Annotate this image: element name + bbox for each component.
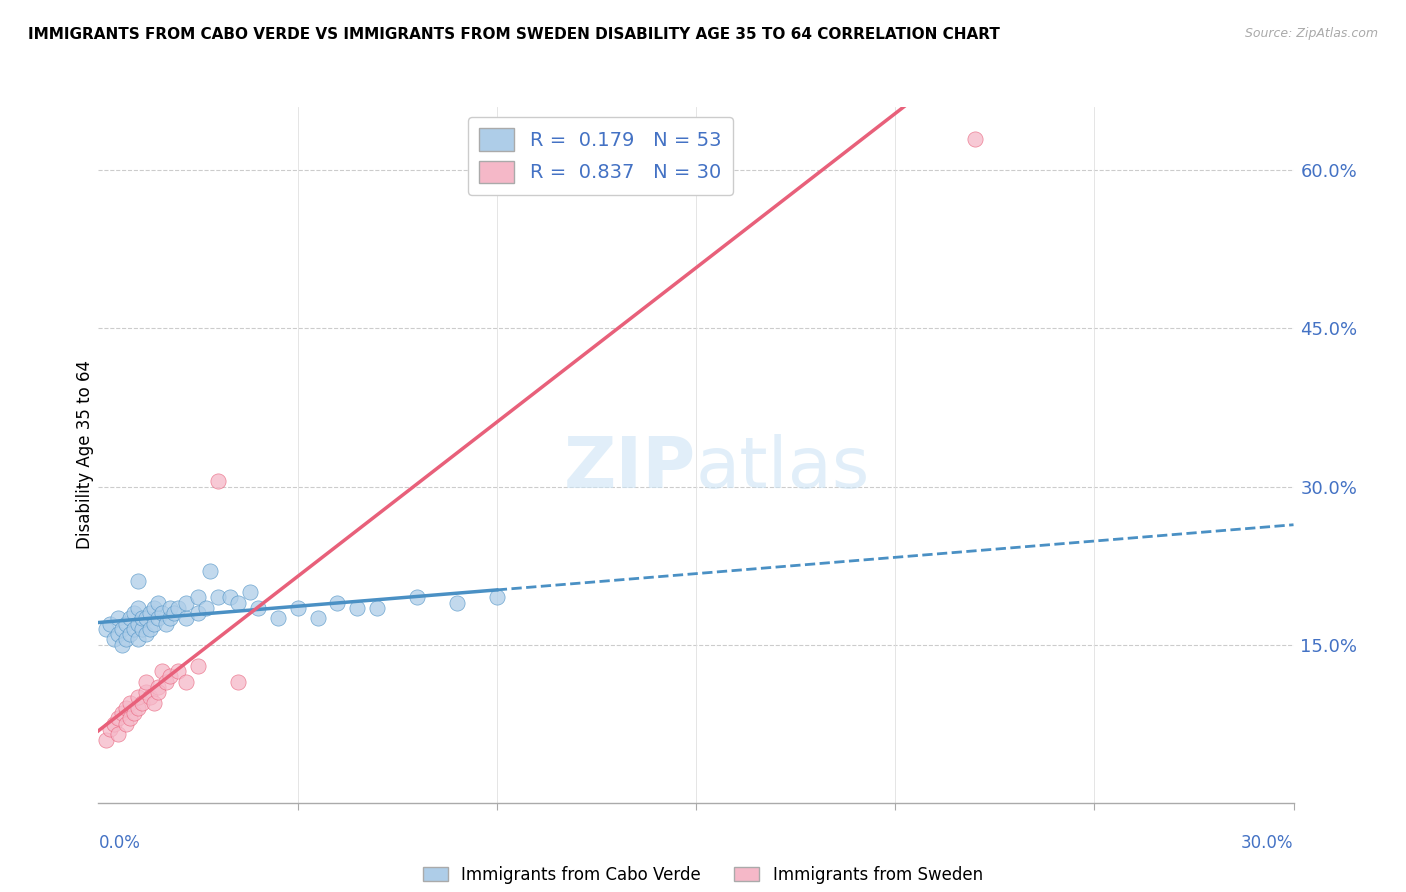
Point: [226, 674, 249, 689]
Point: [143, 616, 166, 631]
Point: [207, 475, 229, 489]
Point: [198, 564, 221, 578]
Point: [187, 606, 209, 620]
Point: [219, 591, 242, 605]
Point: [107, 727, 129, 741]
Point: [124, 622, 146, 636]
Point: [115, 616, 138, 631]
Legend: R =  0.179   N = 53, R =  0.837   N = 30: R = 0.179 N = 53, R = 0.837 N = 30: [468, 117, 733, 194]
Point: [406, 591, 429, 605]
Point: [120, 696, 142, 710]
Text: atlas: atlas: [696, 434, 870, 503]
Point: [120, 711, 142, 725]
Point: [148, 680, 170, 694]
Point: [127, 574, 149, 589]
Point: [107, 611, 129, 625]
Point: [150, 664, 173, 678]
Point: [135, 674, 157, 689]
Point: [645, 163, 668, 178]
Point: [127, 616, 149, 631]
Point: [267, 611, 290, 625]
Point: [163, 606, 186, 620]
Point: [135, 685, 157, 699]
Point: [246, 600, 269, 615]
Point: [111, 638, 134, 652]
Point: [485, 591, 508, 605]
Legend: Immigrants from Cabo Verde, Immigrants from Sweden: Immigrants from Cabo Verde, Immigrants f…: [423, 865, 983, 884]
Point: [155, 674, 177, 689]
Point: [139, 606, 162, 620]
Point: [115, 632, 138, 647]
Point: [963, 131, 986, 145]
Point: [287, 600, 309, 615]
Point: [107, 627, 129, 641]
Text: IMMIGRANTS FROM CABO VERDE VS IMMIGRANTS FROM SWEDEN DISABILITY AGE 35 TO 64 COR: IMMIGRANTS FROM CABO VERDE VS IMMIGRANTS…: [28, 27, 1000, 42]
Point: [127, 600, 149, 615]
Point: [174, 611, 197, 625]
Text: 30.0%: 30.0%: [1241, 834, 1294, 852]
Point: [155, 616, 177, 631]
Point: [159, 669, 181, 683]
Point: [103, 716, 125, 731]
Text: ZIP: ZIP: [564, 434, 696, 503]
Y-axis label: Disability Age 35 to 64: Disability Age 35 to 64: [76, 360, 94, 549]
Point: [195, 600, 218, 615]
Point: [96, 732, 118, 747]
Point: [107, 711, 129, 725]
Point: [124, 706, 146, 721]
Point: [127, 690, 149, 705]
Point: [187, 591, 209, 605]
Text: Source: ZipAtlas.com: Source: ZipAtlas.com: [1244, 27, 1378, 40]
Point: [159, 600, 181, 615]
Point: [124, 606, 146, 620]
Point: [174, 674, 197, 689]
Point: [111, 706, 134, 721]
Point: [139, 690, 162, 705]
Point: [103, 632, 125, 647]
Point: [96, 622, 118, 636]
Point: [135, 627, 157, 641]
Point: [131, 611, 153, 625]
Text: 0.0%: 0.0%: [98, 834, 141, 852]
Point: [131, 622, 153, 636]
Point: [207, 591, 229, 605]
Point: [150, 606, 173, 620]
Point: [100, 722, 122, 736]
Point: [135, 611, 157, 625]
Point: [326, 595, 349, 609]
Point: [239, 585, 262, 599]
Point: [115, 716, 138, 731]
Point: [446, 595, 468, 609]
Point: [111, 622, 134, 636]
Point: [139, 622, 162, 636]
Point: [226, 595, 249, 609]
Point: [167, 664, 190, 678]
Point: [366, 600, 388, 615]
Point: [148, 611, 170, 625]
Point: [167, 600, 190, 615]
Point: [148, 685, 170, 699]
Point: [115, 701, 138, 715]
Point: [148, 595, 170, 609]
Point: [127, 632, 149, 647]
Point: [120, 627, 142, 641]
Point: [159, 611, 181, 625]
Point: [143, 600, 166, 615]
Point: [307, 611, 329, 625]
Point: [100, 616, 122, 631]
Point: [143, 696, 166, 710]
Point: [346, 600, 368, 615]
Point: [127, 701, 149, 715]
Point: [187, 658, 209, 673]
Point: [174, 595, 197, 609]
Point: [131, 696, 153, 710]
Point: [120, 611, 142, 625]
